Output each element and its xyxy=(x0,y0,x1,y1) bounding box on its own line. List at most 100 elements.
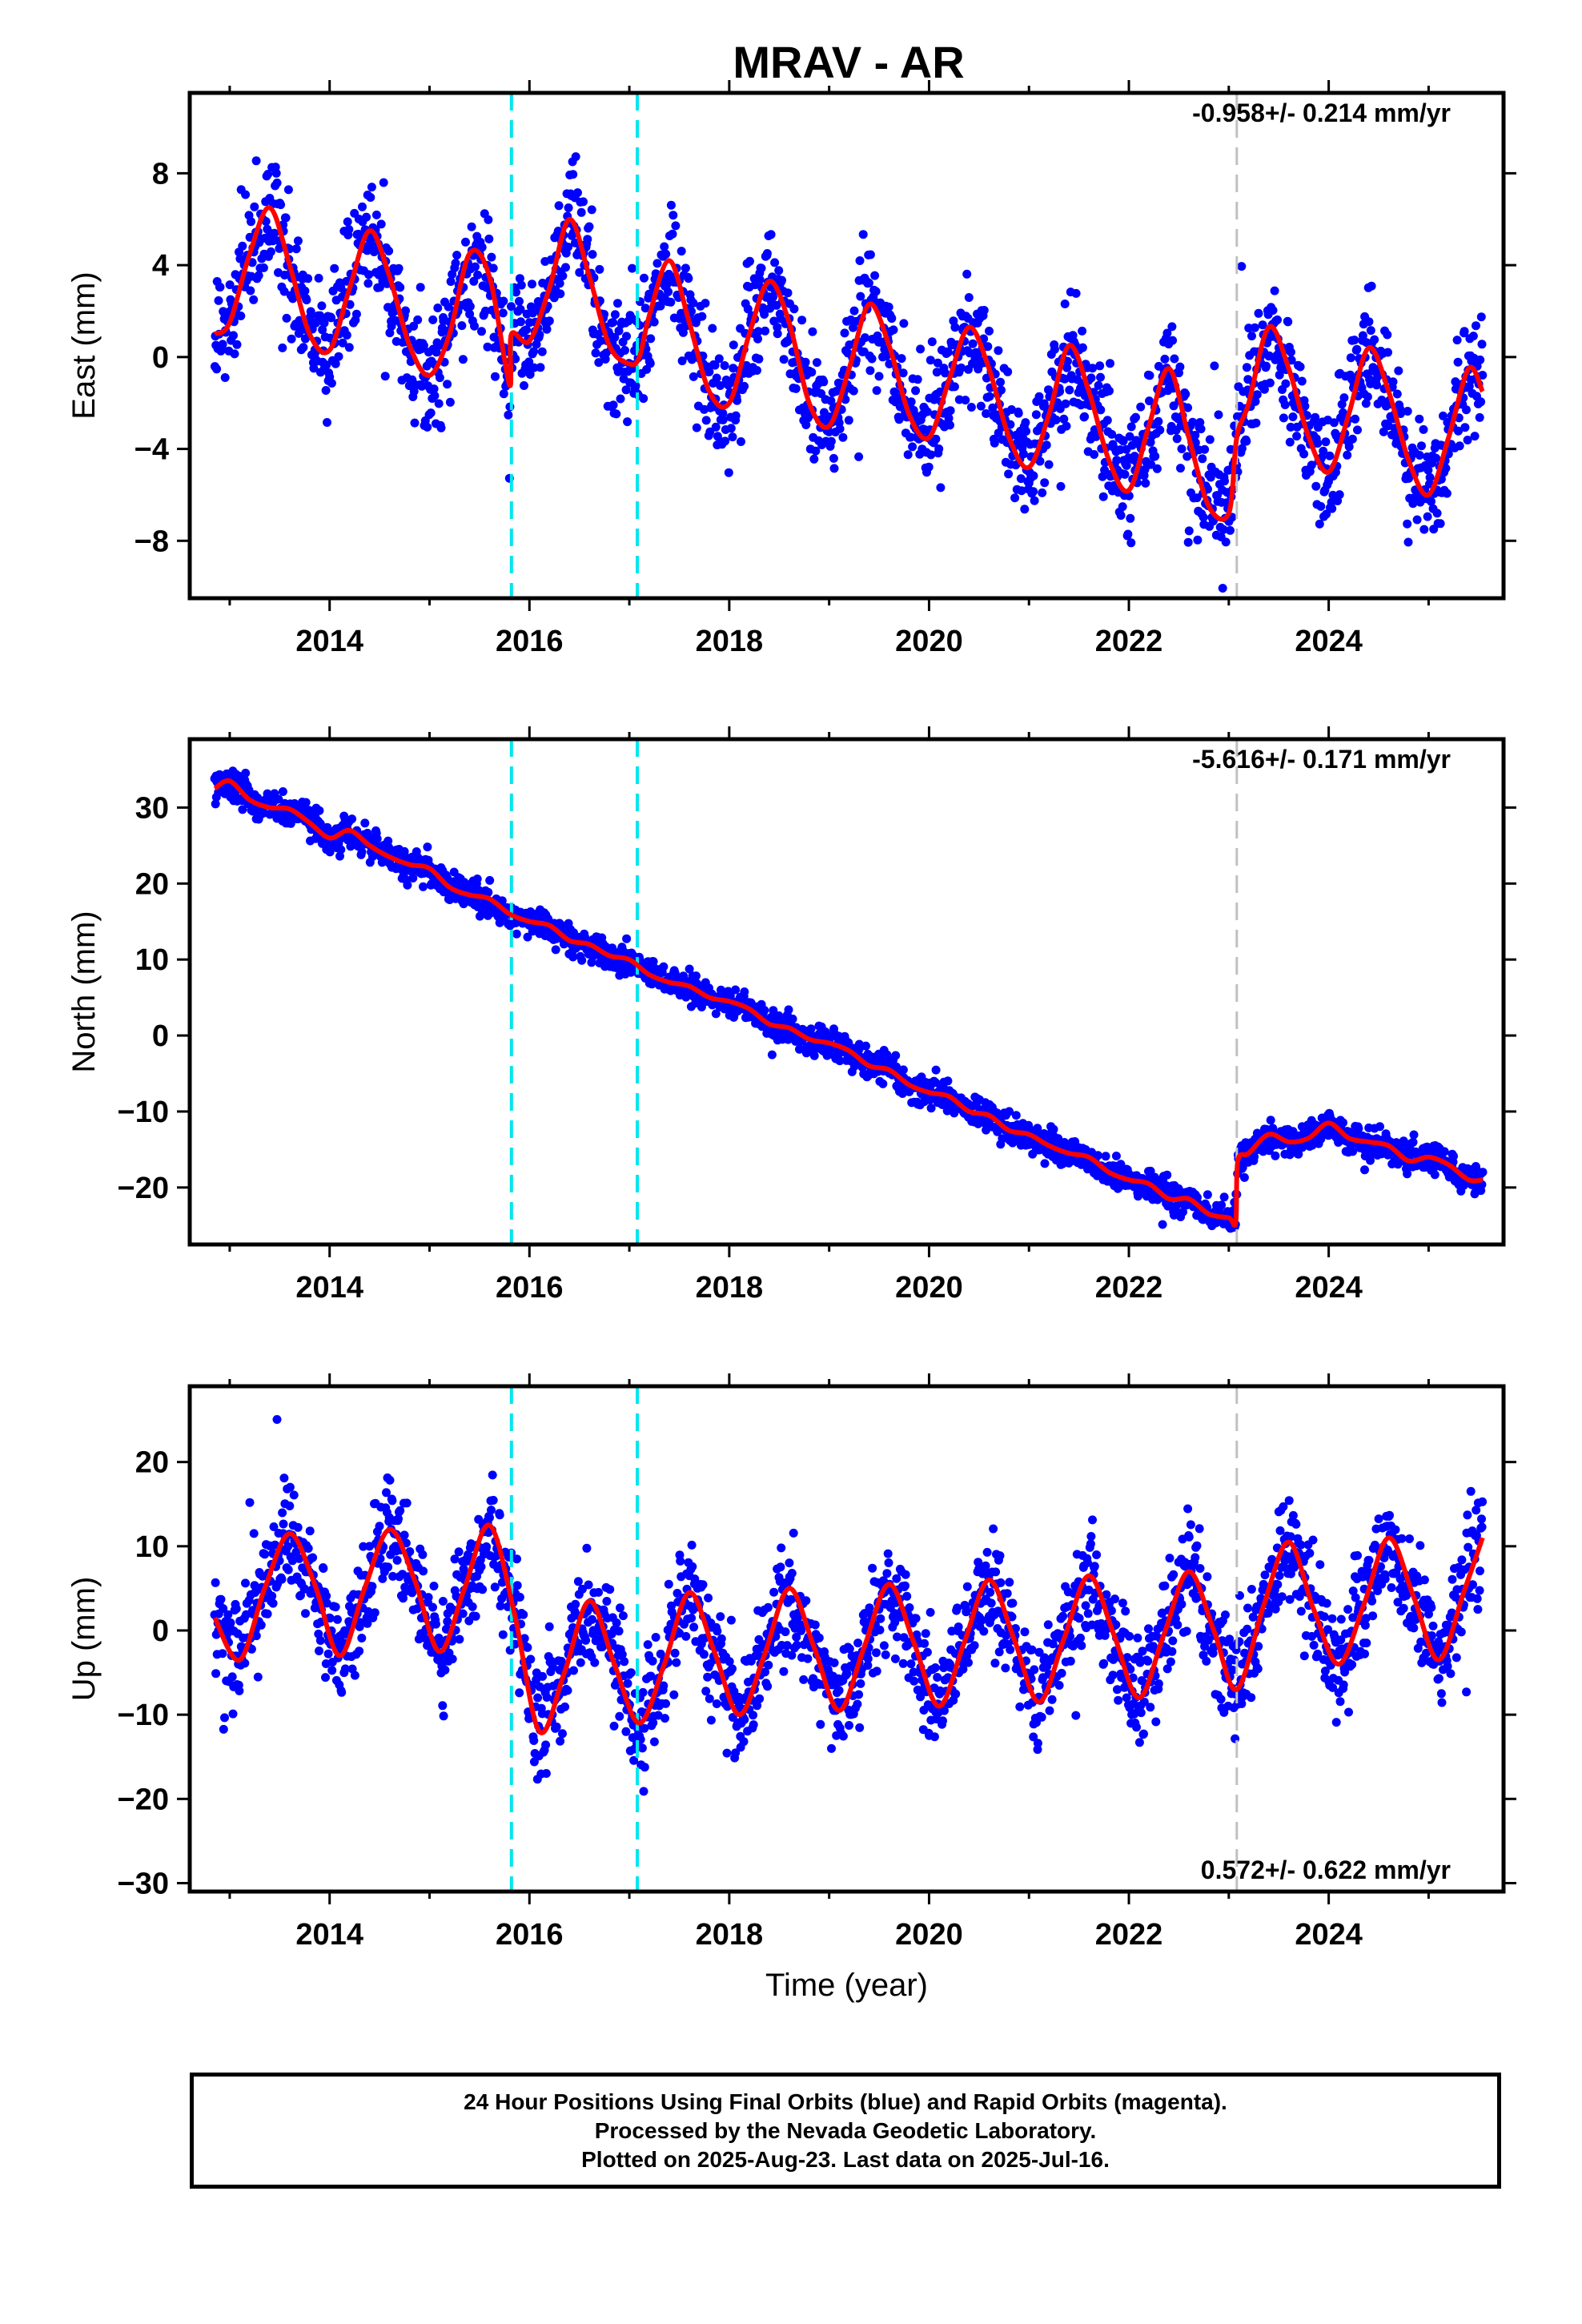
east-data-point xyxy=(516,317,525,327)
east-data-point xyxy=(1254,308,1263,318)
east-data-point xyxy=(499,389,508,399)
east-data-point xyxy=(701,299,710,308)
east-data-point xyxy=(380,372,390,381)
east-data-point xyxy=(1453,357,1463,367)
east-data-point xyxy=(342,331,351,340)
east-data-point xyxy=(640,304,650,313)
east-data-point xyxy=(1322,509,1331,519)
up-data-point xyxy=(526,1655,536,1664)
north-data-point xyxy=(835,1056,845,1066)
east-data-point xyxy=(1470,432,1480,441)
north-data-point xyxy=(1101,1152,1110,1161)
east-data-point xyxy=(871,287,881,296)
east-data-point xyxy=(583,235,592,244)
north-data-point xyxy=(372,834,382,843)
east-data-point xyxy=(594,358,604,368)
east-data-point xyxy=(1226,525,1235,535)
north-data-point xyxy=(1158,1220,1167,1229)
north-data-point xyxy=(357,847,367,857)
east-data-point xyxy=(701,416,711,425)
east-data-point xyxy=(898,368,908,378)
east-data-point xyxy=(436,423,446,432)
up-data-point xyxy=(529,1736,539,1745)
east-data-point xyxy=(1442,489,1452,498)
east-data-point xyxy=(666,200,676,210)
east-data-point xyxy=(1078,343,1087,352)
east-data-point xyxy=(720,361,729,370)
up-data-point xyxy=(612,1618,621,1627)
north-data-point xyxy=(347,814,357,824)
up-data-point xyxy=(303,1544,313,1553)
north-data-point xyxy=(982,1125,991,1135)
up-data-point xyxy=(597,1642,607,1651)
up-data-point xyxy=(228,1709,238,1719)
east-data-point xyxy=(1361,399,1371,408)
east-data-point xyxy=(1155,425,1165,435)
north-data-point xyxy=(1430,1170,1439,1180)
east-data-point xyxy=(903,450,913,460)
east-data-point xyxy=(1062,363,1072,372)
east-data-point xyxy=(737,437,745,446)
east-data-point xyxy=(708,324,717,333)
east-data-point xyxy=(555,279,564,288)
east-data-point xyxy=(1476,397,1486,407)
north-data-point xyxy=(1408,1137,1418,1147)
up-data-point xyxy=(299,1584,309,1594)
north-data-point xyxy=(485,875,495,885)
east-data-point xyxy=(504,410,513,420)
east-data-point xyxy=(1063,356,1072,366)
east-data-point xyxy=(1107,429,1117,439)
up-data-point xyxy=(279,1474,289,1483)
north-data-point xyxy=(1040,1159,1050,1168)
east-data-point xyxy=(855,256,865,265)
east-data-point xyxy=(1029,487,1038,497)
east-data-point xyxy=(936,483,946,493)
east-data-point xyxy=(990,438,999,448)
east-data-point xyxy=(933,358,942,368)
east-data-point xyxy=(247,217,255,227)
east-data-point xyxy=(613,299,622,308)
east-data-point xyxy=(1237,262,1247,271)
east-data-point xyxy=(319,318,329,328)
east-data-point xyxy=(571,152,580,162)
east-data-point xyxy=(1476,355,1485,364)
north-data-point xyxy=(1449,1152,1458,1161)
north-data-point xyxy=(1111,1152,1121,1160)
east-data-point xyxy=(944,413,954,423)
east-data-point xyxy=(777,275,786,285)
east-data-point xyxy=(755,275,765,284)
east-data-point xyxy=(1062,421,1071,431)
up-data-point xyxy=(560,1702,570,1711)
up-data-point xyxy=(363,1606,373,1616)
east-data-point xyxy=(1042,440,1051,450)
east-data-point xyxy=(515,274,524,283)
up-data-point xyxy=(211,1578,220,1587)
east-data-point xyxy=(1281,379,1291,388)
east-data-point xyxy=(1106,359,1114,368)
east-data-point xyxy=(913,375,922,384)
east-data-point xyxy=(1050,344,1059,354)
up-data-point xyxy=(268,1598,278,1608)
up-data-point xyxy=(616,1603,624,1613)
up-data-point xyxy=(305,1526,315,1536)
east-data-point xyxy=(1455,441,1464,451)
up-data-point xyxy=(400,1530,409,1540)
east-data-point xyxy=(731,411,741,420)
north-data-point xyxy=(484,887,493,897)
east-data-point xyxy=(1311,481,1321,491)
north-data-point xyxy=(1478,1168,1488,1177)
north-data-point xyxy=(1049,1124,1058,1134)
east-data-point xyxy=(1102,416,1112,425)
up-data-point xyxy=(558,1729,567,1739)
east-data-point xyxy=(1030,496,1039,505)
east-data-point xyxy=(579,197,588,207)
east-data-point xyxy=(1377,396,1387,404)
east-data-point xyxy=(1476,312,1486,322)
east-data-point xyxy=(1339,393,1349,403)
east-data-point xyxy=(1297,376,1307,386)
east-data-point xyxy=(1370,335,1379,344)
north-data-point xyxy=(1403,1169,1412,1179)
east-data-point xyxy=(1010,493,1020,503)
up-data-point xyxy=(315,1647,323,1655)
east-data-point xyxy=(1020,505,1030,514)
